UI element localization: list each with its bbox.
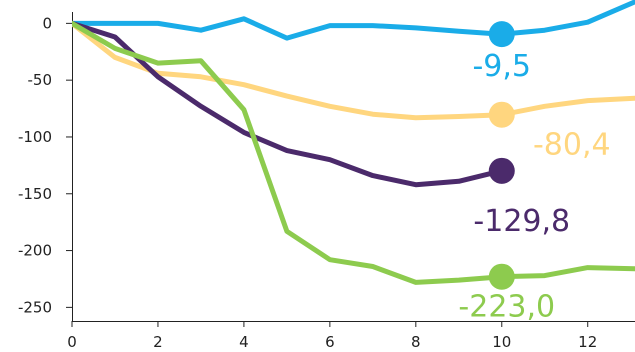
y-tick-label: -150 (18, 185, 52, 203)
series-end-marker (488, 21, 515, 48)
series-line (72, 20, 635, 121)
series-line (72, 20, 505, 188)
y-tick-label: -100 (18, 128, 52, 146)
x-tick-label: 4 (239, 333, 249, 351)
axes (72, 12, 635, 322)
series-line (72, 0, 635, 41)
x-tick-group: 0 2 4 6 8 10 12 (67, 321, 597, 351)
x-tick-label: 8 (411, 333, 421, 351)
series-line (72, 20, 635, 285)
x-tick-label: 6 (325, 333, 335, 351)
x-tick-label: 12 (578, 333, 597, 351)
series-end-label: -129,8 (473, 204, 570, 239)
series-end-marker (488, 263, 515, 290)
series-end-label: -223,0 (458, 290, 555, 325)
series-end-marker (488, 157, 515, 184)
end-label-group: -9,5 -80,4 -129,8 -223,0 (458, 49, 610, 325)
y-tick-group: 0 -50 -100 -150 -200 -250 (18, 14, 72, 316)
x-tick-label: 0 (67, 333, 77, 351)
y-tick-label: -50 (28, 71, 53, 89)
y-tick-label: -200 (18, 242, 52, 260)
series-end-label: -80,4 (533, 128, 611, 163)
marker-group (488, 21, 515, 290)
series-group (72, 0, 635, 285)
x-tick-label: 2 (153, 333, 163, 351)
y-tick-label: 0 (42, 14, 52, 32)
series-end-label: -9,5 (472, 49, 531, 84)
x-tick-label: 10 (492, 333, 511, 351)
y-tick-label: -250 (18, 298, 52, 316)
series-end-marker (488, 101, 515, 128)
